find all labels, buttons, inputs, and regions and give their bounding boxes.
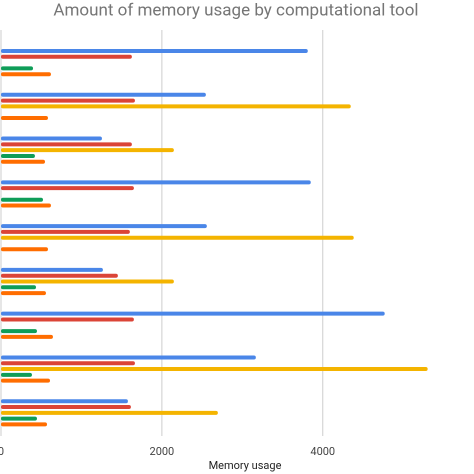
bar bbox=[1, 153, 35, 158]
x-tick-label: 2000 bbox=[150, 445, 175, 458]
bar bbox=[1, 361, 135, 366]
bar bbox=[1, 115, 48, 120]
x-tick-label: 4000 bbox=[310, 445, 335, 458]
bar bbox=[1, 186, 134, 191]
bar bbox=[1, 317, 134, 322]
bar bbox=[1, 203, 51, 208]
bar bbox=[1, 311, 385, 316]
bar bbox=[1, 355, 256, 360]
bar bbox=[1, 180, 311, 185]
bar bbox=[1, 197, 43, 202]
bar bbox=[1, 229, 130, 234]
bar bbox=[1, 378, 50, 383]
bar bbox=[1, 54, 132, 59]
bar bbox=[1, 405, 131, 410]
bar bbox=[1, 267, 103, 272]
bar bbox=[1, 224, 207, 229]
bar bbox=[1, 92, 206, 97]
bar bbox=[1, 334, 53, 339]
bar bbox=[1, 399, 128, 404]
bar bbox=[1, 329, 37, 334]
bar bbox=[1, 49, 308, 53]
bar bbox=[1, 159, 46, 164]
bar bbox=[1, 285, 36, 290]
bar bbox=[1, 372, 32, 377]
bar bbox=[1, 104, 351, 109]
bar bbox=[1, 416, 37, 421]
bar bbox=[1, 148, 174, 153]
bar bbox=[1, 273, 118, 278]
bar bbox=[1, 66, 34, 71]
bars bbox=[1, 49, 428, 427]
bar bbox=[1, 422, 48, 427]
bar bbox=[1, 410, 218, 415]
bar bbox=[1, 136, 102, 141]
chart-title: Amount of memory usage by computational … bbox=[53, 0, 418, 20]
x-tick-label: 0 bbox=[0, 445, 4, 458]
bar bbox=[1, 291, 46, 296]
bar bbox=[1, 279, 174, 284]
bar bbox=[1, 235, 354, 240]
bar bbox=[1, 98, 135, 103]
bar bbox=[1, 72, 51, 77]
bar bbox=[1, 142, 132, 147]
bar bbox=[1, 367, 428, 372]
x-axis-title: Memory usage bbox=[209, 459, 282, 472]
bar bbox=[1, 247, 48, 252]
